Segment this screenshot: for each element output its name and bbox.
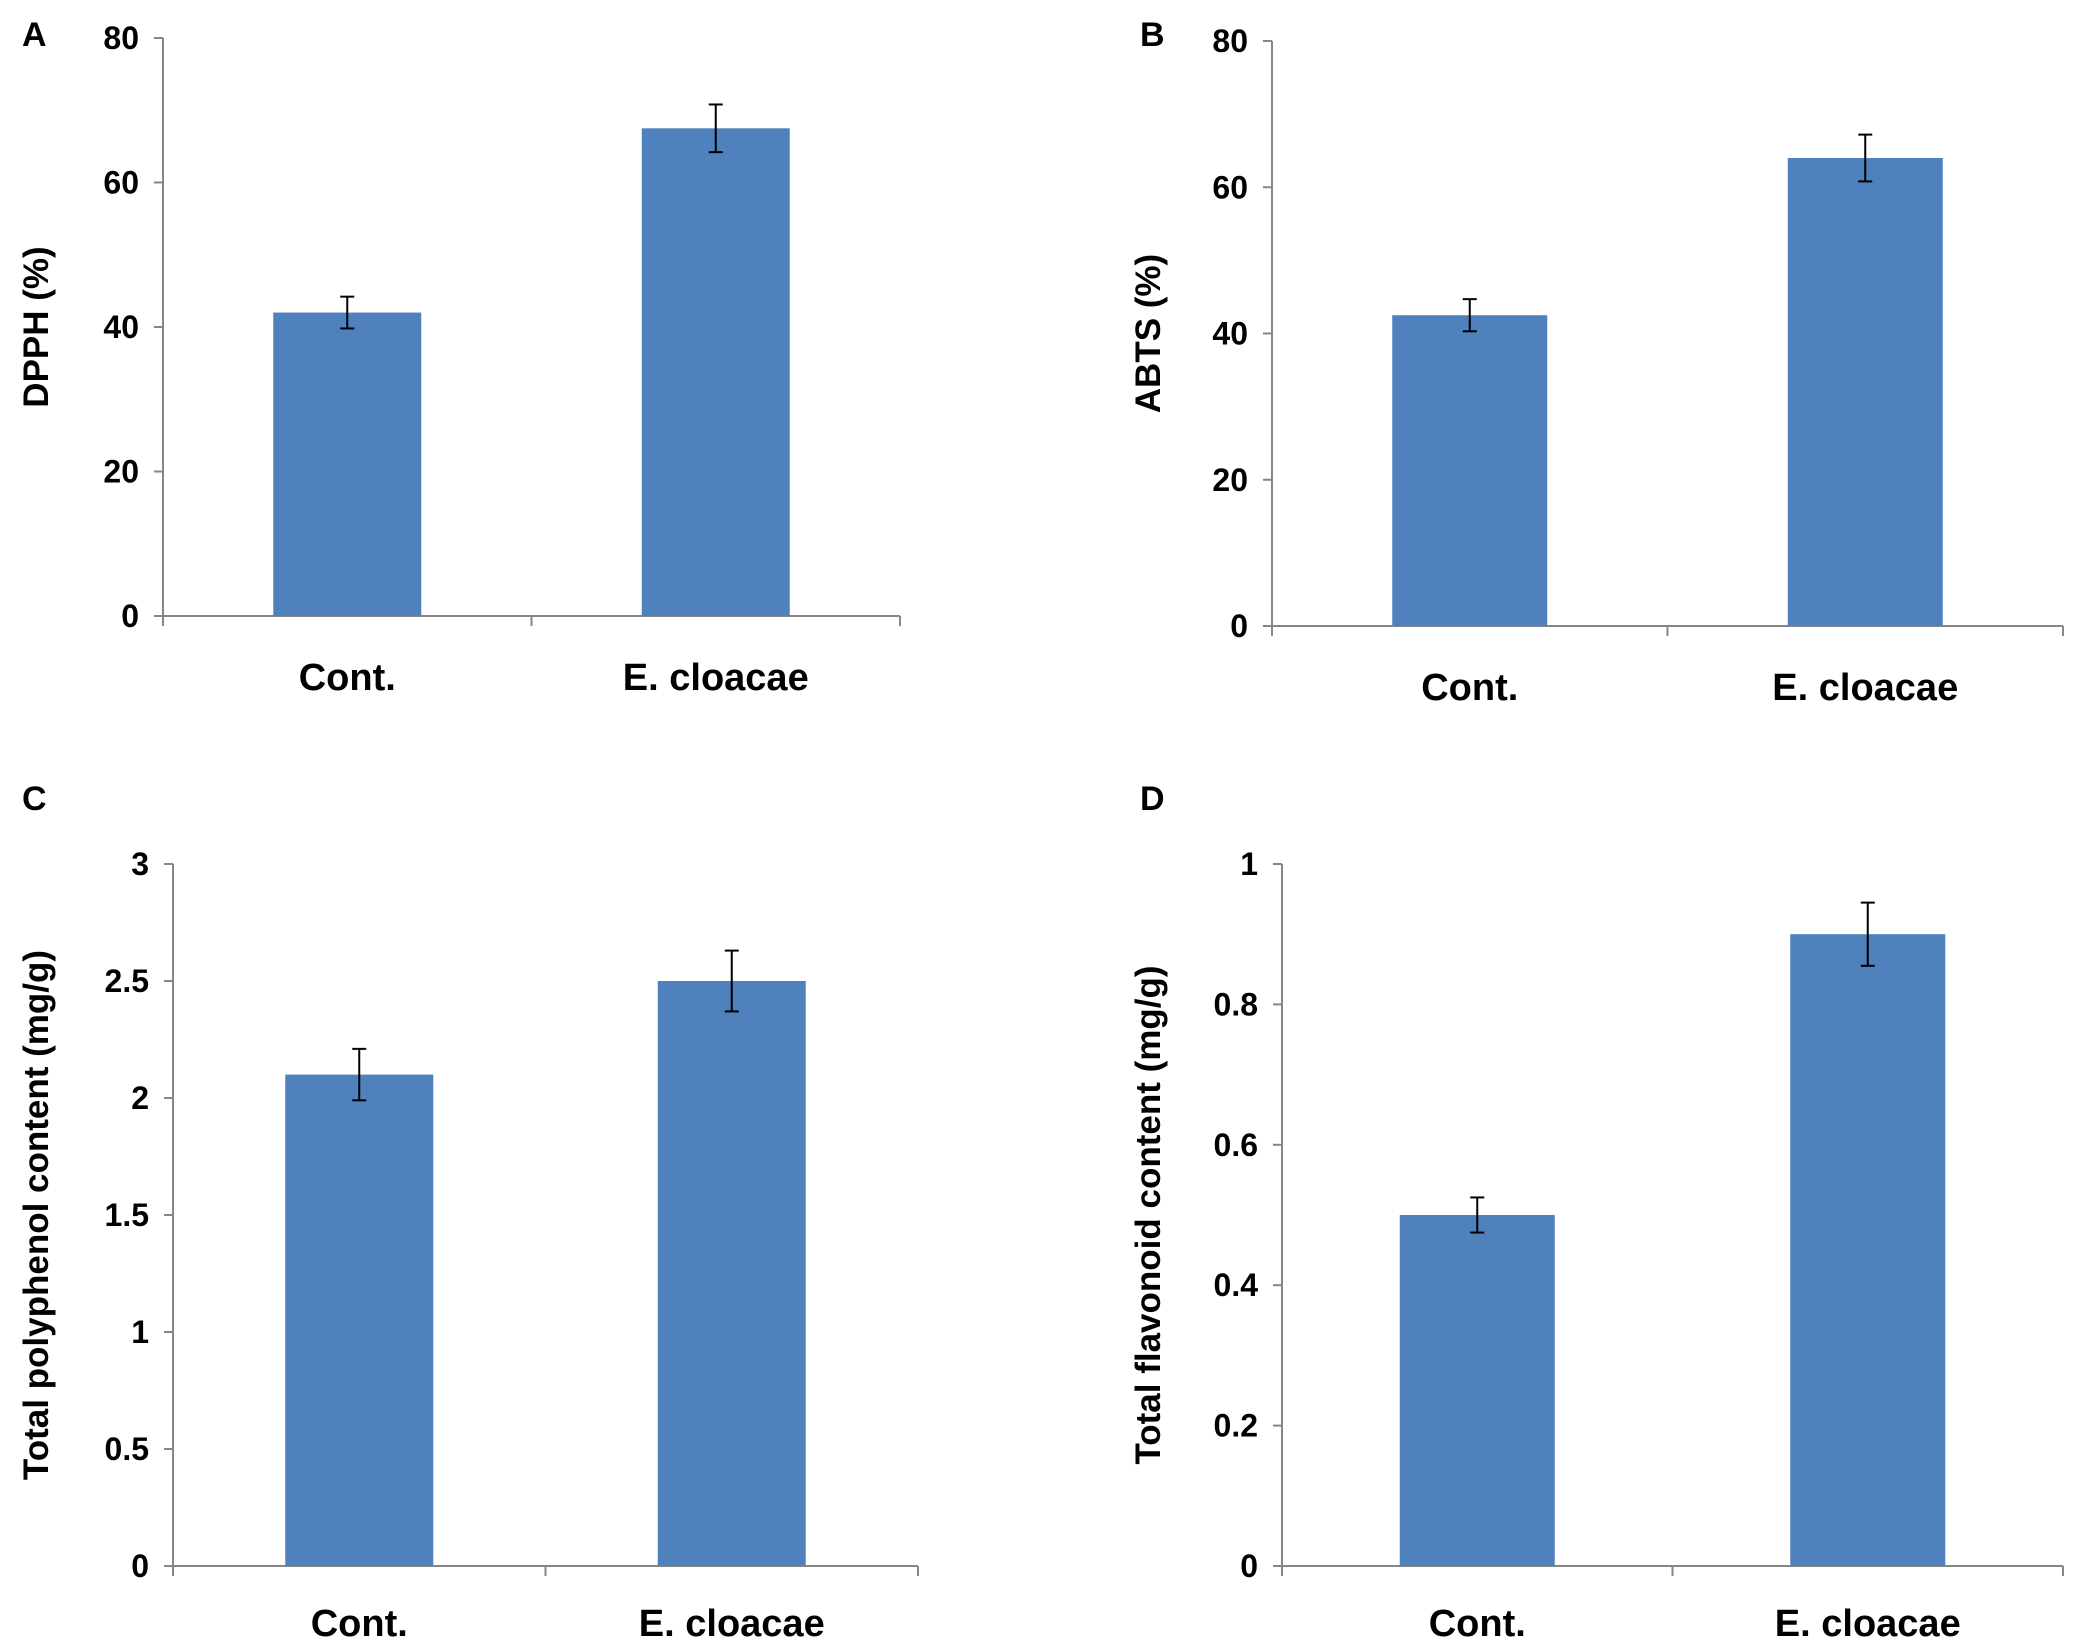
y-axis-title: DPPH (%): [17, 246, 56, 407]
bar-cont: [1392, 315, 1548, 626]
bar-e-cloacae: [1790, 934, 1946, 1566]
error-bar: [1858, 133, 1873, 183]
y-tick-label: 1.5: [105, 1197, 149, 1233]
y-axis-title: Total polyphenol content (mg/g): [17, 950, 56, 1480]
x-category-label: E. cloacae: [1775, 1603, 1961, 1641]
bar-cont: [285, 1074, 434, 1566]
bar-cont: [1399, 1215, 1555, 1566]
chart-panel-d: D 0 0.2 0.4 0.6 0.8 1 Cont. E. cloacae Total flav…: [1129, 780, 2064, 1641]
y-tick-label: 80: [1212, 23, 1248, 59]
y-tick-label: 1: [1240, 846, 1258, 882]
y-tick-label: 1: [131, 1314, 149, 1350]
chart-panel-a: A 0 20 40 60 80 Cont. E. cloacae DPPH (%): [17, 16, 901, 699]
error-bar: [708, 103, 723, 154]
x-category-label: Cont.: [311, 1603, 408, 1641]
bar-e-cloacae: [641, 128, 790, 616]
panel-letter-d: D: [1140, 780, 1165, 818]
y-tick-label: 0.8: [1214, 986, 1258, 1022]
chart-panel-c: C 0 0.5 1 1.5 2 2.5 3 Cont. E. cloacae Total polyp…: [17, 780, 919, 1641]
x-category-label: Cont.: [1429, 1603, 1526, 1641]
y-tick-label: 60: [103, 165, 139, 201]
y-tick-label: 0: [131, 1548, 149, 1584]
bar-e-cloacae: [1787, 158, 1943, 626]
error-bar: [1470, 1196, 1485, 1234]
bar-e-cloacae: [657, 981, 806, 1566]
y-tick-label: 3: [131, 846, 149, 882]
chart-panel-b: B 0 20 40 60 80 Cont. E. cloacae ABTS (%): [1129, 16, 2064, 709]
error-bar: [1860, 901, 1875, 967]
y-tick-label: 80: [103, 20, 139, 56]
y-tick-label: 0.4: [1214, 1267, 1259, 1303]
y-tick-label: 40: [103, 309, 139, 345]
panel-letter-b: B: [1140, 16, 1165, 54]
error-bar: [352, 1047, 367, 1102]
y-tick-label: 0: [1230, 608, 1248, 644]
y-tick-label: 2: [131, 1080, 149, 1116]
x-category-label: E. cloacae: [639, 1603, 825, 1641]
x-category-label: E. cloacae: [1772, 667, 1958, 709]
y-axis-title: Total flavonoid content (mg/g): [1129, 965, 1168, 1464]
y-tick-label: 0.2: [1214, 1408, 1258, 1444]
error-bar: [1462, 298, 1477, 333]
bar-cont: [273, 312, 422, 616]
y-tick-label: 20: [103, 454, 139, 490]
error-bar: [340, 295, 355, 330]
y-tick-label: 2.5: [105, 963, 149, 999]
x-category-label: Cont.: [1421, 667, 1518, 709]
x-category-label: Cont.: [299, 657, 396, 699]
y-tick-label: 0.6: [1214, 1127, 1258, 1163]
y-axis-title: ABTS (%): [1129, 254, 1168, 413]
panel-letter-c: C: [22, 780, 47, 818]
y-tick-label: 0: [1240, 1548, 1258, 1584]
y-tick-label: 40: [1212, 316, 1248, 352]
panel-letter-a: A: [22, 16, 47, 54]
x-category-label: E. cloacae: [623, 657, 809, 699]
y-tick-label: 0.5: [105, 1431, 149, 1467]
y-tick-label: 20: [1212, 462, 1248, 498]
error-bar: [724, 949, 739, 1013]
y-tick-label: 60: [1212, 169, 1248, 205]
y-tick-label: 0: [121, 598, 139, 634]
